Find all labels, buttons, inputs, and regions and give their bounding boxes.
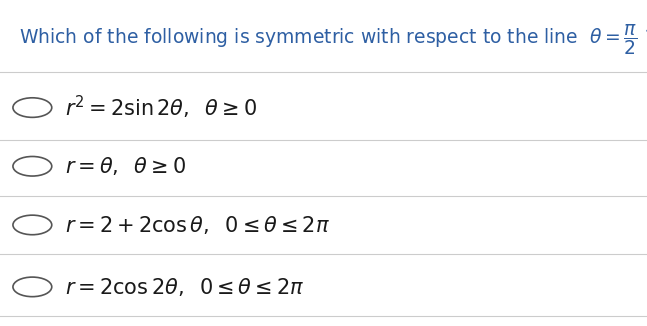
Text: $r = 2\cos 2\theta, \;\; 0 \leq \theta \leq 2\pi$: $r = 2\cos 2\theta, \;\; 0 \leq \theta \… [65,276,304,298]
Text: $r = 2 + 2\cos\theta, \;\; 0 \leq \theta \leq 2\pi$: $r = 2 + 2\cos\theta, \;\; 0 \leq \theta… [65,214,330,236]
Text: Which of the following is symmetric with respect to the line  $\theta = \dfrac{\: Which of the following is symmetric with… [19,22,647,56]
Text: $r^2 = 2\sin 2\theta, \;\; \theta \geq 0$: $r^2 = 2\sin 2\theta, \;\; \theta \geq 0… [65,94,257,121]
Text: $r = \theta, \;\; \theta \geq 0$: $r = \theta, \;\; \theta \geq 0$ [65,155,186,177]
